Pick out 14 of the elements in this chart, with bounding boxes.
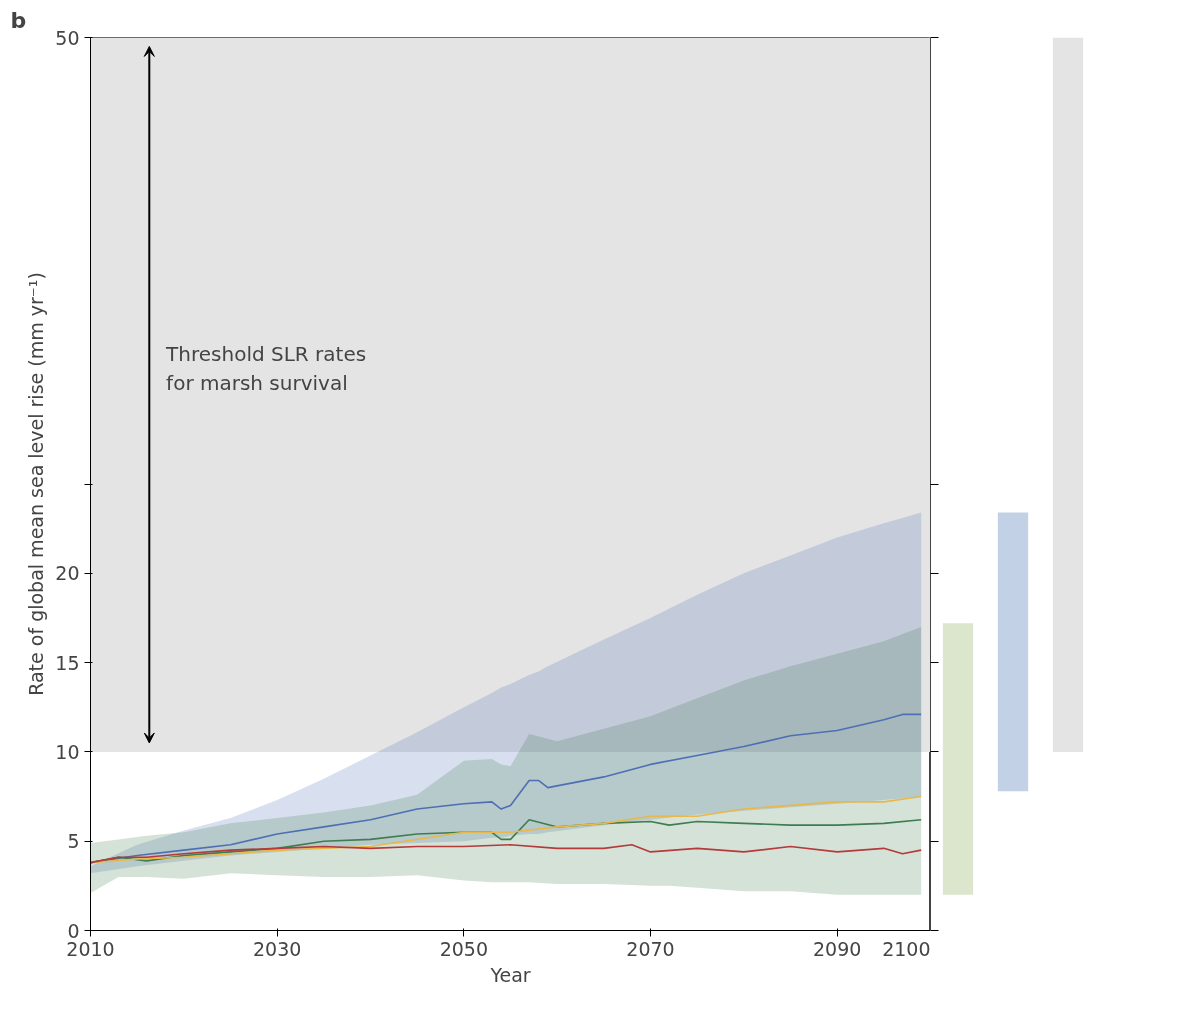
y-tick-label: 5 [67,830,80,853]
y-tick-label: 20 [55,562,80,585]
x-axis-title: Year [489,963,531,986]
x-tick-label: 2030 [252,937,302,960]
x-tick-label: 2100 [882,937,931,960]
x-tick-label: 2050 [439,937,489,960]
text: b [10,7,27,33]
y-tick-label: 10 [55,740,80,763]
y-tick-label: 15 [55,651,80,674]
band-label: Threshold SLR rates for marsh survival [165,341,367,395]
x-tick-label: 2070 [626,937,675,960]
y-axis-title: Rate of global mean sea level rise (mm yr⁻¹) [25,272,48,696]
x-tick-label: 2090 [812,937,862,960]
y-tick-label: 50 [55,26,80,49]
